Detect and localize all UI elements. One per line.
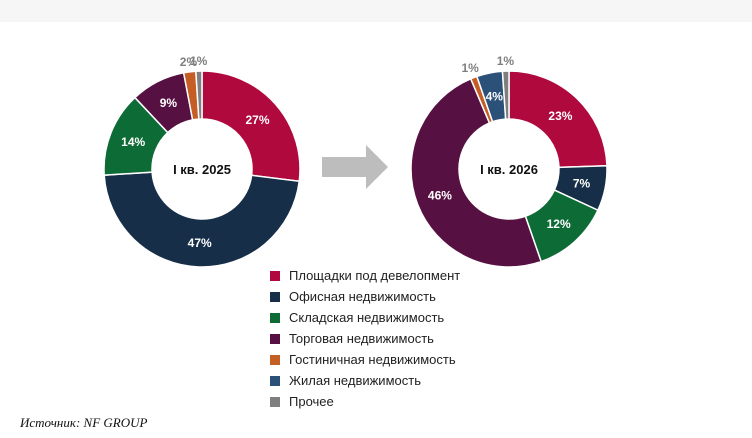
slice-2026-other — [501, 70, 510, 120]
slice-2026-development-sites — [508, 70, 608, 169]
slice-2025-other — [195, 70, 203, 120]
legend-label: Офисная недвижимость — [289, 289, 436, 304]
legend-swatch — [270, 396, 280, 407]
legend-swatch — [270, 270, 280, 281]
slice-2025-office — [103, 171, 301, 268]
label-2025-development-sites: 27% — [245, 113, 269, 127]
legend-swatch — [270, 354, 280, 365]
label-2026-retail: 46% — [428, 189, 452, 203]
arrow-icon — [322, 145, 388, 189]
legend-item-hotel: Гостиничная недвижимость — [270, 349, 460, 370]
legend-item-other: Прочее — [270, 391, 460, 412]
legend-swatch — [270, 333, 280, 344]
label-2026-office: 7% — [573, 177, 591, 191]
label-2025-office: 47% — [188, 236, 212, 250]
legend-item-office: Офисная недвижимость — [270, 286, 460, 307]
center-label-2026: I кв. 2026 — [480, 162, 538, 177]
label-2026-development-sites: 23% — [548, 109, 572, 123]
legend-swatch — [270, 312, 280, 323]
legend-swatch — [270, 291, 280, 302]
legend: Площадки под девелопмент Офисная недвижи… — [270, 265, 460, 412]
legend-label: Гостиничная недвижимость — [289, 352, 456, 367]
source-note: Источник: NF GROUP — [20, 415, 148, 430]
label-2026-other: 1% — [497, 54, 515, 68]
legend-label: Складская недвижимость — [289, 310, 445, 325]
center-label-2025: I кв. 2025 — [173, 162, 231, 177]
slice-2025-development-sites — [201, 70, 301, 183]
label-2025-warehouse: 14% — [121, 135, 145, 149]
legend-label: Жилая недвижимость — [289, 373, 421, 388]
legend-item-warehouse: Складская недвижимость — [270, 307, 460, 328]
legend-item-residential: Жилая недвижимость — [270, 370, 460, 391]
legend-item-development-sites: Площадки под девелопмент — [270, 265, 460, 286]
legend-label: Площадки под девелопмент — [289, 268, 461, 283]
label-2025-retail: 9% — [160, 96, 178, 110]
label-2026-residential: 4% — [486, 89, 504, 103]
top-band — [0, 0, 752, 22]
legend-swatch — [270, 375, 280, 386]
legend-item-retail: Торговая недвижимость — [270, 328, 460, 349]
label-2025-hotel: 2% — [180, 55, 198, 69]
slice-2026-retail — [410, 77, 543, 268]
label-2026-warehouse: 12% — [547, 217, 571, 231]
legend-label: Прочее — [289, 394, 334, 409]
label-2025-other: 1% — [190, 54, 208, 68]
legend-label: Торговая недвижимость — [289, 331, 434, 346]
label-2026-hotel: 1% — [462, 61, 480, 75]
